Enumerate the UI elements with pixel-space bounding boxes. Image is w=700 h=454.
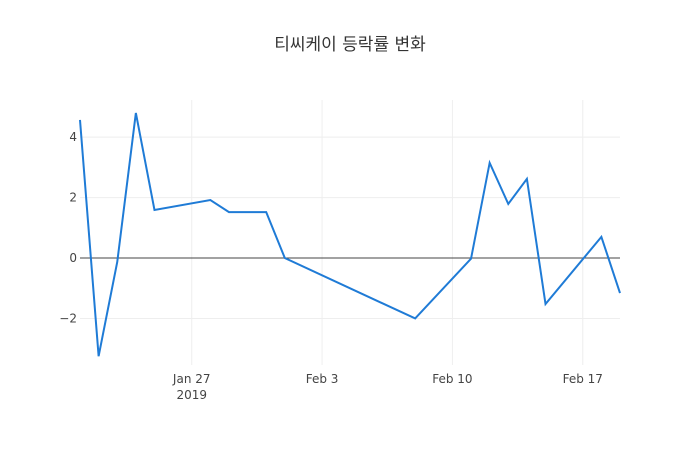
x-tick-label: Feb 3 bbox=[306, 372, 339, 386]
y-tick-label: 2 bbox=[69, 191, 77, 205]
x-tick-label: Jan 27 2019 bbox=[172, 372, 211, 402]
x-tick-label: Feb 10 bbox=[432, 372, 472, 386]
y-tick-label: −2 bbox=[59, 311, 77, 325]
x-tick-label: Feb 17 bbox=[563, 372, 603, 386]
line-series bbox=[79, 112, 621, 357]
y-tick-label: 0 bbox=[69, 251, 77, 265]
chart-title: 티씨케이 등락률 변화 bbox=[274, 35, 426, 55]
y-tick-label: 4 bbox=[69, 130, 77, 144]
